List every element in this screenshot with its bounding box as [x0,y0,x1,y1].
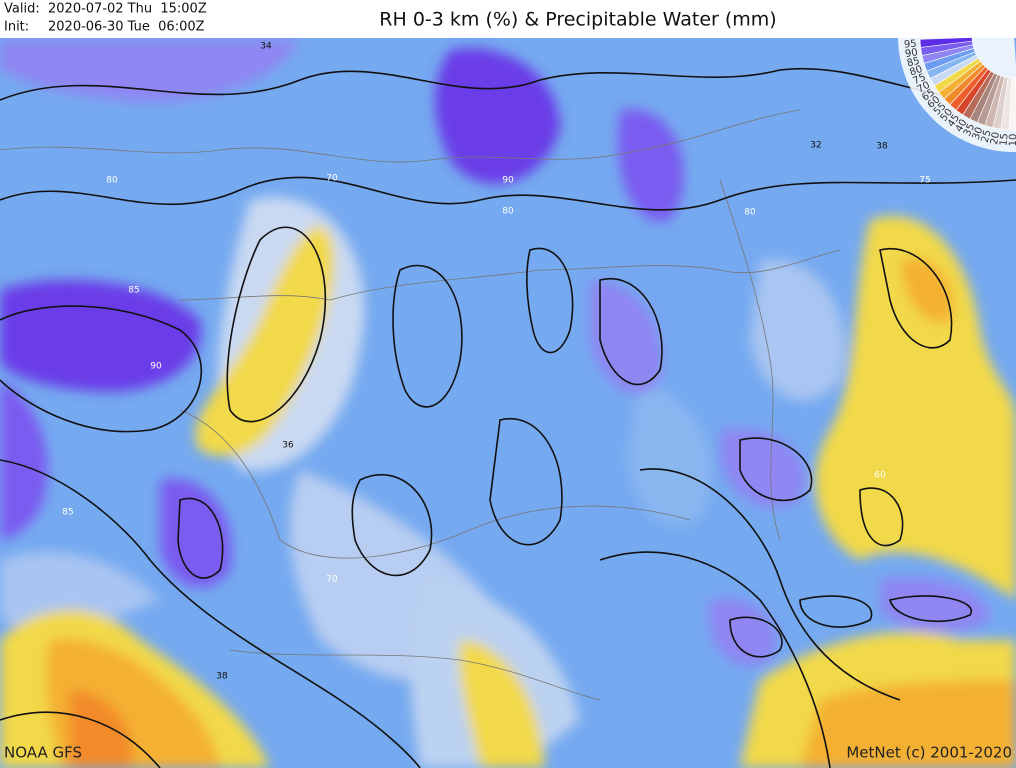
humidity-shading [0,40,1016,768]
init-time: 2020-06-30 Tue 06:00Z [48,20,205,35]
contour-label: 80 [106,176,118,186]
legend-label: 95 [904,39,918,51]
contours [0,67,1016,768]
legend-label: 75 [911,72,927,87]
contour-label: 34 [260,42,272,52]
valid-label: Valid: [4,2,40,17]
contour-label: 80 [744,208,756,218]
legend-label: 90 [904,47,918,60]
contour-label: 70 [326,174,338,184]
contour-label: 90 [150,362,162,372]
contour-label: 80 [502,207,514,217]
contour-label: 60 [874,471,886,481]
legend-label: 10 [1008,134,1016,147]
map-field [0,38,1016,768]
contour-label: 36 [282,441,294,451]
legend-label: 20 [989,131,1002,146]
contour-label: 38 [216,672,228,682]
legend-label: 70 [915,80,932,96]
map-title: RH 0-3 km (%) & Precipitable Water (mm) [379,9,776,31]
legend-label: 85 [906,56,921,70]
source-label: NOAA GFS [4,744,82,762]
contour-label: 85 [128,286,139,296]
contour-label: 38 [876,142,888,152]
header-bar [0,0,1016,38]
legend-label: 35 [962,122,977,138]
init-label: Init: [4,20,29,35]
legend-label: 30 [971,126,986,142]
copyright: MetNet (c) 2001-2020 [846,744,1012,762]
legend-label: 15 [998,133,1010,147]
legend-label: 80 [908,64,924,79]
contour-label: 85 [62,508,73,518]
contour-label: 70 [326,575,338,585]
valid-time: 2020-07-02 Thu 15:00Z [48,2,207,17]
legend-label: 25 [980,129,994,144]
legend-swatch [1008,77,1016,131]
contour-label: 75 [919,176,930,186]
borders [0,109,841,701]
contour-label: 90 [502,176,514,186]
contour-label: 32 [810,141,821,151]
